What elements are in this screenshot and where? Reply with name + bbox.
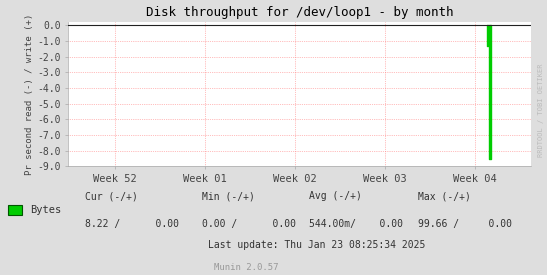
Y-axis label: Pr second read (-) / write (+): Pr second read (-) / write (+) xyxy=(26,13,34,175)
Title: Disk throughput for /dev/loop1 - by month: Disk throughput for /dev/loop1 - by mont… xyxy=(146,6,453,20)
Text: Cur (-/+): Cur (-/+) xyxy=(85,191,138,201)
Text: 544.00m/    0.00: 544.00m/ 0.00 xyxy=(309,219,403,229)
Text: RRDTOOL / TOBI OETIKER: RRDTOOL / TOBI OETIKER xyxy=(538,63,544,157)
Text: 0.00 /      0.00: 0.00 / 0.00 xyxy=(202,219,296,229)
Text: 8.22 /      0.00: 8.22 / 0.00 xyxy=(85,219,179,229)
Text: 99.66 /     0.00: 99.66 / 0.00 xyxy=(418,219,513,229)
Text: Max (-/+): Max (-/+) xyxy=(418,191,472,201)
Text: Avg (-/+): Avg (-/+) xyxy=(309,191,362,201)
Text: Munin 2.0.57: Munin 2.0.57 xyxy=(214,263,278,271)
Text: Last update: Thu Jan 23 08:25:34 2025: Last update: Thu Jan 23 08:25:34 2025 xyxy=(208,240,425,249)
Text: Min (-/+): Min (-/+) xyxy=(202,191,255,201)
Text: Bytes: Bytes xyxy=(30,205,61,215)
